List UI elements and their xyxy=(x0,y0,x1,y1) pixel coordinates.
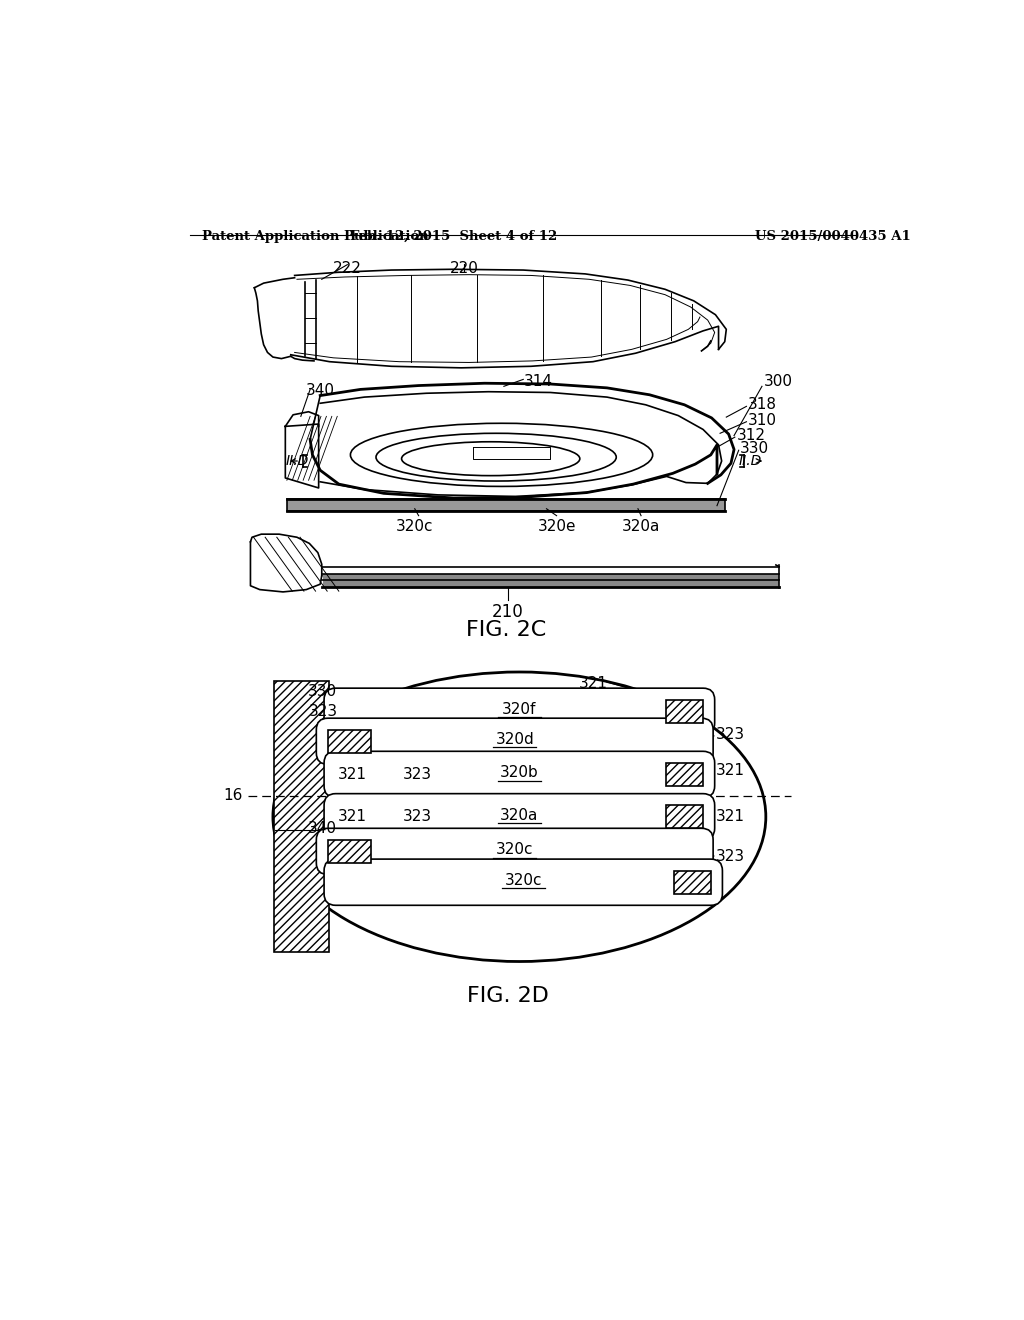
Text: 323: 323 xyxy=(716,727,744,742)
FancyBboxPatch shape xyxy=(316,718,713,764)
Bar xyxy=(274,681,329,952)
FancyBboxPatch shape xyxy=(324,688,715,734)
Bar xyxy=(666,763,703,785)
Text: 321: 321 xyxy=(716,763,744,777)
Text: 320d: 320d xyxy=(496,733,535,747)
Text: 320a: 320a xyxy=(500,808,539,822)
Text: 320e: 320e xyxy=(538,519,575,533)
Text: 323: 323 xyxy=(403,767,432,781)
FancyBboxPatch shape xyxy=(324,793,715,840)
Text: 330: 330 xyxy=(740,441,769,457)
Text: 310: 310 xyxy=(748,413,777,428)
Bar xyxy=(666,700,703,723)
Bar xyxy=(324,574,779,586)
FancyBboxPatch shape xyxy=(324,751,715,797)
Text: 323: 323 xyxy=(309,704,338,719)
Text: FIG. 2C: FIG. 2C xyxy=(466,620,547,640)
Bar xyxy=(287,499,725,511)
Text: 321: 321 xyxy=(579,676,607,690)
Text: 312: 312 xyxy=(736,428,765,444)
Text: 320f: 320f xyxy=(502,702,537,717)
Ellipse shape xyxy=(273,672,766,961)
Text: 16: 16 xyxy=(223,788,243,804)
Text: 321: 321 xyxy=(338,809,368,824)
Text: 340: 340 xyxy=(306,383,335,399)
Text: US 2015/0040435 A1: US 2015/0040435 A1 xyxy=(756,230,911,243)
Text: 320c: 320c xyxy=(496,842,534,858)
Text: 340: 340 xyxy=(308,821,337,836)
Text: 210: 210 xyxy=(492,603,523,622)
Text: 321: 321 xyxy=(338,767,368,781)
Text: 320c: 320c xyxy=(396,519,433,533)
Text: 323: 323 xyxy=(403,809,432,824)
Text: 318: 318 xyxy=(748,397,777,412)
Text: II.D: II.D xyxy=(286,454,308,469)
Text: 300: 300 xyxy=(764,374,793,389)
Text: 320b: 320b xyxy=(500,766,539,780)
Text: II.D: II.D xyxy=(738,454,762,469)
Text: FIG. 2D: FIG. 2D xyxy=(467,986,549,1006)
Bar xyxy=(328,730,371,752)
Bar xyxy=(674,871,711,894)
Bar xyxy=(328,840,371,863)
Text: 320c: 320c xyxy=(505,873,542,888)
Text: 323: 323 xyxy=(716,849,744,863)
Text: 320a: 320a xyxy=(622,519,660,533)
Text: Patent Application Publication: Patent Application Publication xyxy=(202,230,428,243)
Bar xyxy=(666,805,703,829)
Text: 321: 321 xyxy=(716,809,744,824)
Text: 314: 314 xyxy=(524,374,553,389)
Text: 222: 222 xyxy=(333,261,361,276)
Text: 330: 330 xyxy=(308,684,337,698)
Text: 220: 220 xyxy=(450,261,479,276)
FancyBboxPatch shape xyxy=(316,829,713,875)
Text: Feb. 12, 2015  Sheet 4 of 12: Feb. 12, 2015 Sheet 4 of 12 xyxy=(350,230,557,243)
FancyBboxPatch shape xyxy=(324,859,722,906)
